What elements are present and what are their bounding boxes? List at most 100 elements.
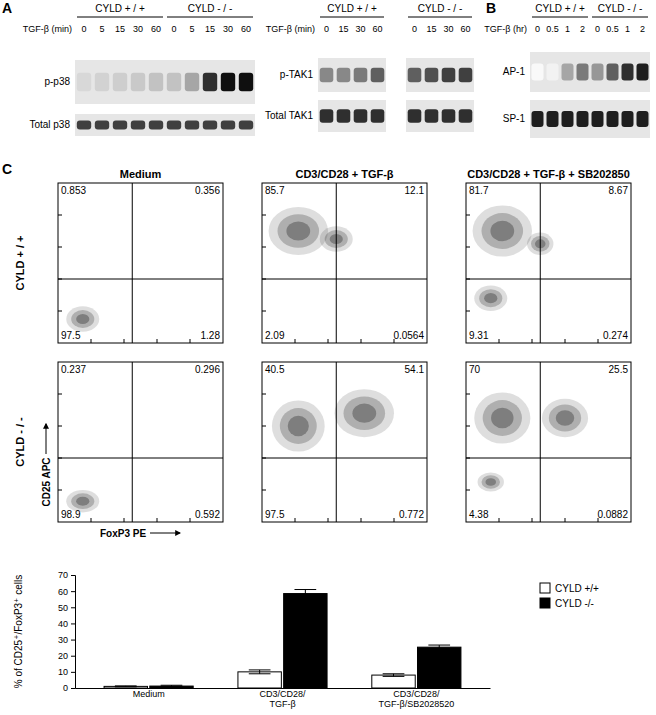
blot-band — [239, 73, 253, 91]
plot-frame — [466, 183, 631, 343]
decade-tick — [124, 518, 125, 522]
cell-cloud — [482, 475, 500, 488]
decade-tick — [361, 518, 362, 522]
x-tick: CD3/CD28/TGF-β/SB2028520 — [379, 688, 455, 709]
y-tick-mark — [71, 607, 75, 608]
legend: CYLD +/+CYLD -/- — [540, 583, 599, 609]
y-tick-mark — [71, 656, 75, 657]
quadrant-gate — [58, 458, 223, 459]
quadrant-gate — [336, 183, 337, 343]
cell-cloud — [474, 285, 507, 311]
plot-frame — [262, 183, 427, 343]
column-title: CD3/CD28 + TGF-β — [295, 168, 393, 180]
quadrant-gate — [262, 458, 427, 459]
x-tick-line: Medium — [133, 689, 165, 699]
lane-label: 0.5 — [546, 24, 559, 34]
error-cap — [115, 686, 137, 687]
y-axis-line — [71, 576, 76, 689]
quadrant-percent: 0.592 — [195, 509, 220, 520]
quadrant-percent: 0.356 — [195, 185, 220, 196]
x-tick: CD3/CD28/TGF-β — [259, 688, 306, 709]
blot-band — [547, 111, 559, 127]
blot-band — [203, 73, 217, 91]
cell-cloud — [549, 405, 581, 432]
quadrant-gate — [336, 362, 337, 522]
cell-cloud — [344, 396, 386, 430]
quadrant-percent: 12.1 — [405, 185, 425, 196]
row-title: CYLD - / - — [14, 417, 26, 467]
lane-label: 15 — [338, 24, 348, 34]
error-stem — [439, 645, 440, 649]
decade-tick — [262, 426, 266, 427]
decade-tick — [58, 458, 62, 459]
blot-membrane — [406, 58, 474, 92]
cell-cloud — [288, 416, 309, 436]
cell-cloud — [483, 400, 522, 436]
treatment-label: TGF-β (min) — [23, 24, 72, 34]
plot-frame — [58, 362, 223, 522]
lane-label: 1 — [565, 24, 570, 34]
panel-letter: B — [486, 0, 496, 16]
blot-band — [167, 73, 181, 91]
blot-band — [547, 64, 559, 81]
blot-band — [95, 120, 109, 129]
quadrant-percent: 0.853 — [61, 185, 86, 196]
error-bar — [428, 645, 450, 649]
cell-cloud — [490, 221, 514, 241]
blot-band — [442, 109, 456, 122]
quadrant-percent: 97.5 — [265, 509, 285, 520]
blot-band — [442, 68, 456, 82]
quadrant-percent: 0.0564 — [393, 330, 424, 341]
lane-label: 5 — [99, 24, 104, 34]
cell-cloud — [278, 214, 320, 248]
quadrant-percent: 70 — [469, 364, 481, 375]
cell-cloud — [485, 478, 496, 486]
quadrant-gate — [262, 279, 427, 280]
decade-tick — [466, 215, 470, 216]
error-bar — [161, 685, 183, 687]
flow-plot: 0.2370.29698.90.592 — [58, 362, 223, 522]
blot-row-label: Total TAK1 — [265, 110, 313, 121]
bar — [238, 672, 281, 688]
blot-membrane — [75, 60, 165, 104]
group-label: CYLD + / + — [535, 3, 585, 14]
x-tick-label: CD3/CD28/TGF-β — [259, 689, 306, 709]
cell-cloud — [491, 408, 513, 428]
x-axis: Medium CD3/CD28/TGF-β CD3/CD28/TGF-β/SB202… — [76, 688, 491, 709]
lane-label: 1 — [625, 24, 630, 34]
decade-tick — [466, 247, 470, 248]
blot-band — [425, 109, 439, 122]
decade-tick — [499, 339, 500, 343]
error-cap — [428, 649, 450, 650]
blot-row-label: AP-1 — [503, 66, 526, 77]
error-cap — [428, 645, 450, 646]
cell-cloud — [556, 410, 574, 425]
blot-band — [562, 111, 574, 127]
blot-band — [637, 64, 649, 81]
blot-band — [354, 68, 368, 82]
cell-cloud — [280, 408, 317, 444]
y-tick: 30 — [58, 635, 75, 645]
cell-cloud — [71, 493, 94, 509]
blot-membrane — [590, 52, 650, 92]
plot-frame — [58, 183, 223, 343]
decade-tick — [361, 339, 362, 343]
lane-label: 15 — [426, 24, 436, 34]
blot-band — [408, 68, 422, 82]
cell-cloud — [76, 314, 89, 324]
decade-tick — [565, 518, 566, 522]
bar — [150, 686, 193, 688]
error-cap — [249, 669, 271, 670]
decade-tick — [262, 215, 266, 216]
blot-band — [371, 109, 385, 122]
lane-label: 60 — [460, 24, 470, 34]
lane-label: 2 — [640, 24, 645, 34]
blot-band — [320, 109, 334, 122]
decade-tick — [466, 490, 470, 491]
blot-band — [167, 120, 181, 129]
group-label: CYLD - / - — [188, 3, 232, 14]
decade-tick — [157, 339, 158, 343]
cell-cloud — [482, 213, 524, 249]
group-underline — [320, 17, 384, 18]
quadrant-percent: 0.0882 — [597, 509, 628, 520]
